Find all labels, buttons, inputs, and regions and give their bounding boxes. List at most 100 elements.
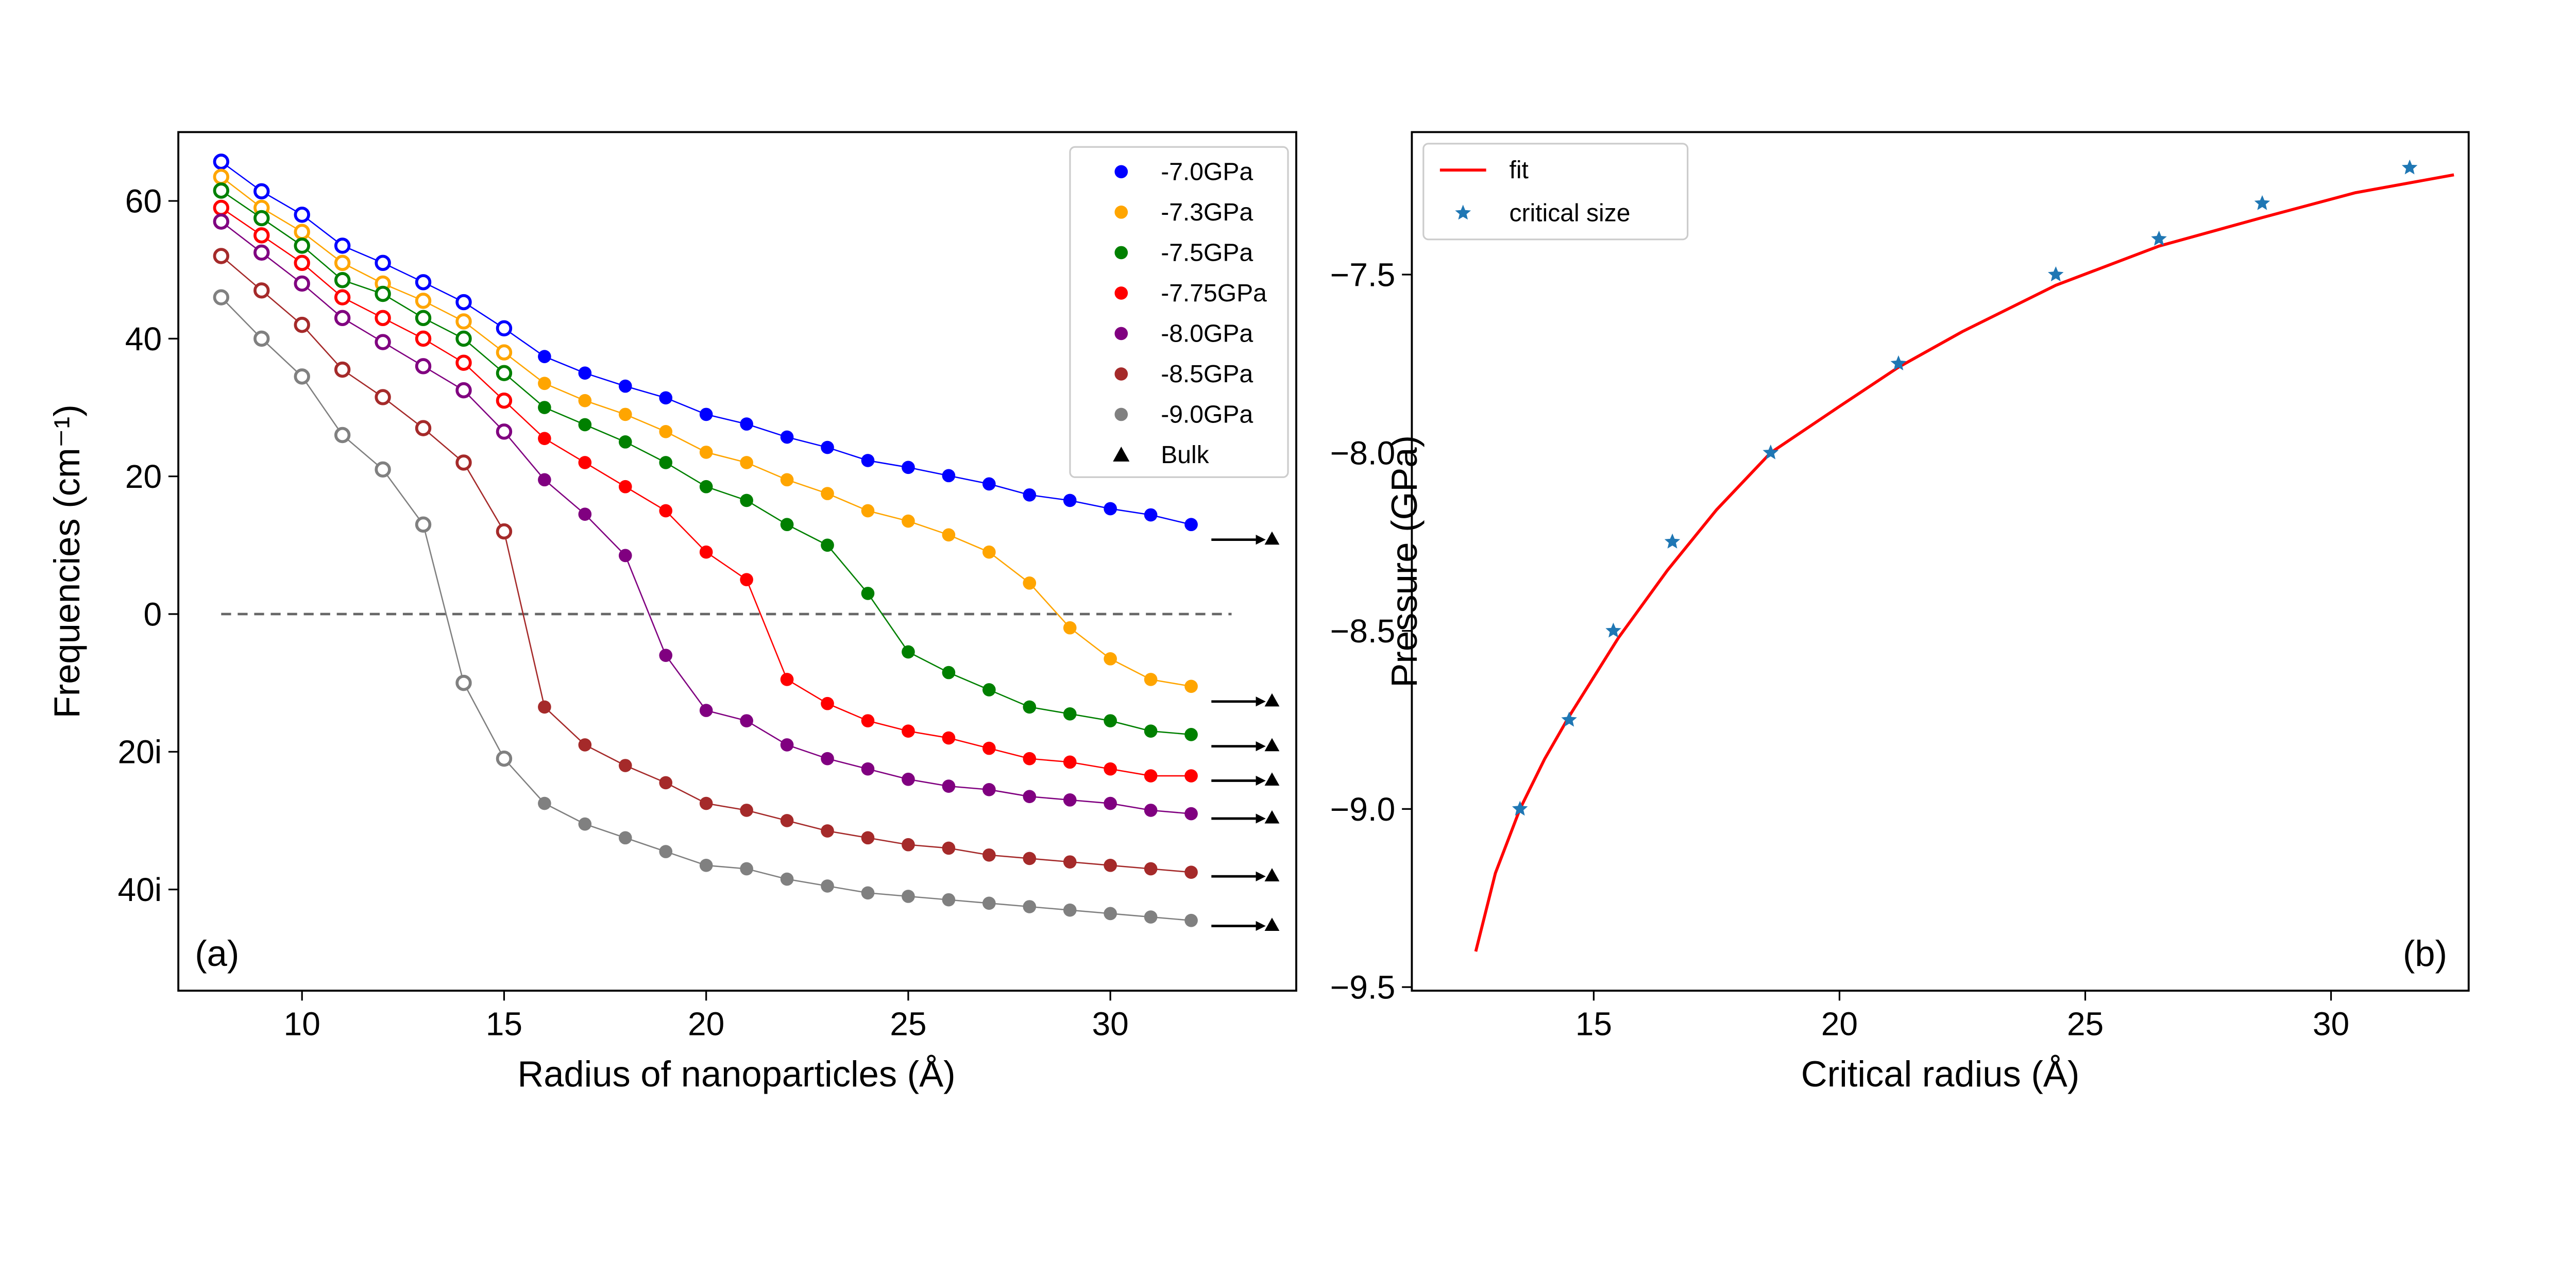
data-point bbox=[861, 454, 875, 467]
data-point bbox=[538, 377, 551, 390]
data-point bbox=[1144, 862, 1158, 876]
data-point bbox=[699, 407, 713, 421]
legend-marker bbox=[1114, 327, 1128, 341]
data-point bbox=[375, 310, 391, 326]
data-point bbox=[780, 738, 794, 752]
data-point bbox=[699, 480, 713, 494]
data-point bbox=[1104, 502, 1117, 516]
critical-size-point bbox=[1890, 355, 1907, 370]
data-point bbox=[253, 210, 270, 227]
data-point bbox=[1144, 673, 1158, 686]
bulk-marker bbox=[1264, 531, 1280, 545]
y-tick-label: 0 bbox=[143, 596, 162, 633]
legend-box bbox=[1422, 143, 1689, 241]
legend-label: -8.0GPa bbox=[1161, 319, 1253, 347]
data-point bbox=[578, 366, 592, 380]
critical-size-point bbox=[1605, 622, 1621, 638]
data-point bbox=[455, 330, 472, 347]
data-point bbox=[294, 224, 310, 240]
panel-a: (a) Radius of nanoparticles (Å) Frequenc… bbox=[46, 131, 1297, 1094]
critical-size-point bbox=[1664, 533, 1681, 549]
data-point bbox=[1023, 576, 1037, 590]
bulk-arrow-head bbox=[1256, 813, 1266, 824]
bulk-marker bbox=[1264, 810, 1280, 824]
data-point bbox=[213, 168, 230, 185]
data-point bbox=[294, 237, 310, 254]
legend-marker bbox=[1114, 206, 1128, 219]
bulk-arrow-head bbox=[1256, 921, 1266, 931]
y-tick-label: 60 bbox=[125, 182, 162, 219]
data-point bbox=[1063, 903, 1077, 917]
critical-size-point bbox=[1512, 801, 1528, 816]
data-point bbox=[1104, 652, 1117, 666]
data-point bbox=[415, 330, 432, 347]
data-point bbox=[334, 254, 351, 271]
data-point bbox=[821, 696, 834, 710]
data-point bbox=[699, 704, 713, 717]
data-point bbox=[659, 391, 673, 405]
legend-label: -8.5GPa bbox=[1161, 360, 1253, 388]
data-point bbox=[659, 504, 673, 518]
legend-label: -7.3GPa bbox=[1161, 198, 1253, 226]
data-point bbox=[1023, 852, 1037, 865]
legend-label: Bulk bbox=[1161, 441, 1209, 469]
critical-size-point bbox=[2401, 159, 2418, 175]
data-point bbox=[213, 289, 230, 305]
legend-marker bbox=[1114, 367, 1128, 381]
data-point bbox=[455, 294, 472, 311]
data-point bbox=[780, 673, 794, 686]
data-point bbox=[821, 824, 834, 838]
data-point bbox=[294, 207, 310, 223]
data-point bbox=[1184, 913, 1198, 927]
data-point bbox=[1063, 707, 1077, 721]
panel-a-ylabel: Frequencies (cm⁻¹) bbox=[46, 404, 87, 718]
data-point bbox=[538, 432, 551, 445]
data-point bbox=[334, 361, 351, 378]
data-point bbox=[1144, 910, 1158, 924]
x-tick-label: 15 bbox=[486, 1006, 522, 1043]
data-point bbox=[982, 477, 996, 491]
critical-size-point bbox=[1762, 444, 1779, 460]
critical-size-point bbox=[1561, 711, 1577, 727]
series-line bbox=[221, 176, 1192, 687]
data-point bbox=[496, 365, 513, 381]
x-tick-label: 25 bbox=[2067, 1006, 2104, 1043]
data-point bbox=[334, 310, 351, 326]
data-point bbox=[415, 293, 432, 309]
data-point bbox=[659, 424, 673, 438]
data-point bbox=[294, 275, 310, 292]
data-point bbox=[618, 379, 632, 393]
legend-marker-critical-size bbox=[1455, 205, 1471, 220]
bulk-marker bbox=[1264, 693, 1280, 707]
panel-a-frame bbox=[177, 131, 1297, 992]
legend-marker bbox=[1114, 165, 1128, 179]
data-point bbox=[213, 248, 230, 264]
data-point bbox=[942, 779, 956, 793]
y-tick-label: 40 bbox=[125, 320, 162, 358]
data-point bbox=[253, 330, 270, 347]
y-tick-label: −9.0 bbox=[1330, 791, 1396, 828]
data-point bbox=[740, 456, 753, 469]
series-line bbox=[221, 256, 1192, 873]
legend-label: -7.5GPa bbox=[1161, 239, 1253, 266]
data-point bbox=[213, 199, 230, 216]
data-point bbox=[942, 666, 956, 679]
panel-b-ylabel: Pressure (GPa) bbox=[1384, 435, 1425, 688]
data-point bbox=[455, 382, 472, 399]
data-point bbox=[821, 879, 834, 893]
data-point bbox=[213, 154, 230, 170]
data-point bbox=[821, 440, 834, 454]
data-point bbox=[861, 762, 875, 776]
data-point bbox=[699, 545, 713, 559]
data-point bbox=[375, 334, 391, 350]
data-point bbox=[982, 783, 996, 796]
x-tick-label: 30 bbox=[2313, 1006, 2349, 1043]
x-tick-label: 10 bbox=[284, 1006, 320, 1043]
data-point bbox=[982, 896, 996, 910]
data-point bbox=[861, 504, 875, 518]
y-tick-label: −8.0 bbox=[1330, 434, 1396, 471]
data-point bbox=[1184, 679, 1198, 693]
data-point bbox=[740, 494, 753, 507]
data-point bbox=[699, 796, 713, 810]
data-point bbox=[578, 507, 592, 521]
